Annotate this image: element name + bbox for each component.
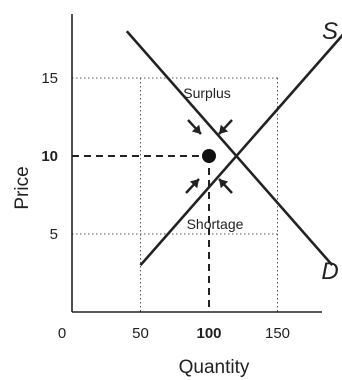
equilibrium-dashes xyxy=(72,155,210,312)
curve-d xyxy=(125,30,334,267)
curve-label-d: D xyxy=(321,258,338,285)
guide-lines xyxy=(72,77,278,312)
surplus-arrow-left-head xyxy=(191,124,201,134)
surplus-label: Surplus xyxy=(183,85,230,101)
surplus-arrow-left xyxy=(187,119,202,135)
y-tick-label: 10 xyxy=(41,148,58,165)
y-tick-label: 5 xyxy=(50,226,58,243)
shortage-arrow-right-head xyxy=(219,179,229,189)
surplus-arrow-right-head xyxy=(219,124,229,134)
shortage-arrow-left xyxy=(185,178,200,194)
shortage-arrow-left-head xyxy=(189,179,199,189)
curve-s xyxy=(139,33,342,267)
arrows xyxy=(185,119,233,194)
x-tick-label: 100 xyxy=(196,325,221,342)
surplus-arrow-right xyxy=(218,119,233,135)
curve-label-s: S xyxy=(322,18,338,45)
shortage-label: Shortage xyxy=(187,216,244,232)
x-tick-label: 150 xyxy=(265,325,290,342)
x-tick-label: 0 xyxy=(58,325,66,342)
curves: SD xyxy=(125,18,342,285)
shortage-arrow-right xyxy=(218,178,233,194)
x-tick-label: 50 xyxy=(132,325,149,342)
x-tick-labels: 0 50 100 150 xyxy=(58,325,290,342)
y-tick-label: 15 xyxy=(41,70,58,87)
y-axis-title: Price xyxy=(12,166,33,209)
equilibrium-point xyxy=(202,149,216,163)
x-axis-title: Quantity xyxy=(179,357,250,378)
y-tick-labels: 5 10 15 xyxy=(41,70,58,243)
